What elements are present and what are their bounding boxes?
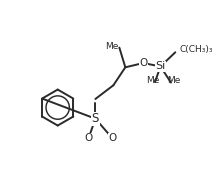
Text: O: O [108,133,117,143]
Text: O: O [139,58,147,68]
Text: C(CH₃)₃: C(CH₃)₃ [180,45,213,54]
Text: O: O [84,133,93,143]
Text: Si: Si [155,61,166,72]
Text: Me: Me [167,76,181,85]
Text: S: S [92,112,99,125]
Text: Me: Me [105,42,118,51]
Text: Me: Me [146,76,159,85]
